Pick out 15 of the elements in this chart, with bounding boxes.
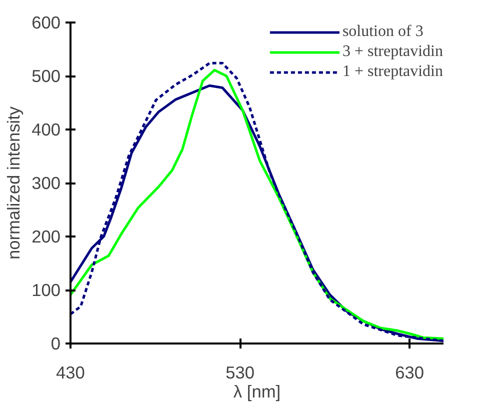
x-axis-title: λ [nm]	[233, 382, 281, 402]
x-tick-label: 430	[56, 362, 85, 382]
legend-label: 3 + streptavidin	[342, 43, 443, 61]
y-tick-label: 500	[32, 66, 61, 86]
y-tick-label: 200	[32, 226, 61, 246]
y-tick-label: 600	[32, 12, 61, 32]
y-tick-label: 0	[50, 334, 61, 354]
y-tick-label: 400	[32, 120, 61, 140]
y-tick-label: 100	[32, 280, 61, 300]
legend-label: solution of 3	[342, 23, 424, 41]
x-tick-label: 630	[395, 362, 424, 382]
y-tick-label: 300	[32, 173, 61, 193]
y-axis-title: normalized intensity	[4, 106, 24, 260]
x-tick-label: 530	[226, 362, 255, 382]
legend-label: 1 + streptavidin	[342, 63, 443, 81]
